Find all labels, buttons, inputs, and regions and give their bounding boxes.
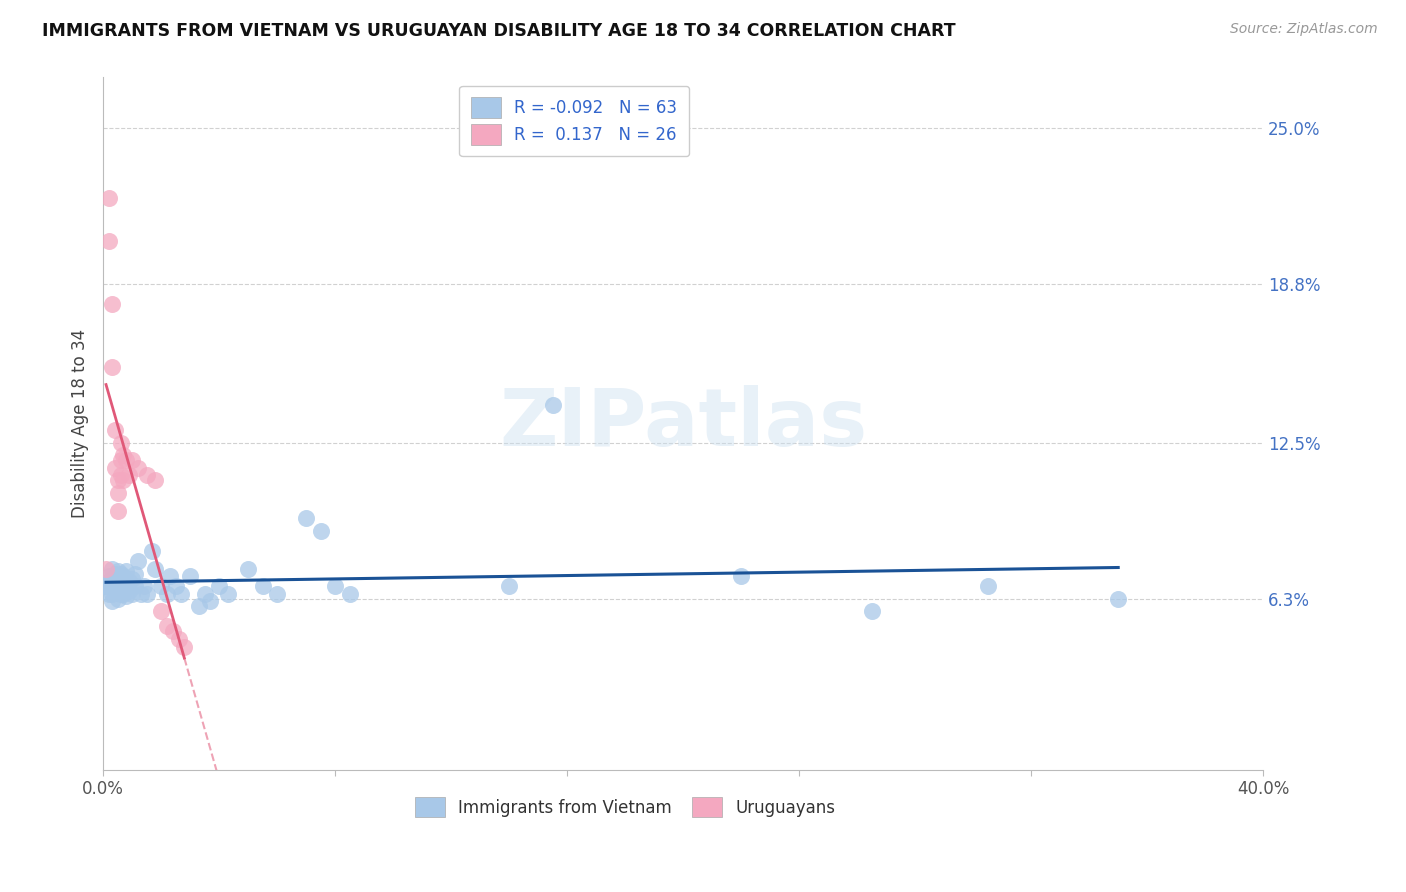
Point [110,435,132,450]
Point [107,574,129,588]
Point [236,561,259,575]
Point [115,589,138,603]
Point [127,554,149,568]
Point [118,584,141,599]
Text: IMMIGRANTS FROM VIETNAM VS URUGUAYAN DISABILITY AGE 18 TO 34 CORRELATION CHART: IMMIGRANTS FROM VIETNAM VS URUGUAYAN DIS… [42,22,956,40]
Point [104,460,127,475]
Point [143,474,166,488]
Point [97,191,120,205]
Text: ZIPatlas: ZIPatlas [499,384,868,463]
Point [110,576,132,591]
Point [101,572,124,586]
Point [101,587,124,601]
Point [132,579,155,593]
Point [541,398,564,412]
Point [173,640,195,654]
Point [107,503,129,517]
Point [94,579,117,593]
Point [107,474,129,488]
Point [266,587,288,601]
Point [187,599,209,614]
Point [200,594,222,608]
Point [860,604,883,618]
Point [124,566,146,581]
Point [135,468,157,483]
Point [129,587,152,601]
Point [107,584,129,599]
Point [104,582,127,596]
Point [976,579,998,593]
Point [107,591,129,606]
Point [101,297,124,311]
Point [150,579,173,593]
Point [121,587,143,601]
Point [110,453,132,467]
Point [339,587,361,601]
Point [101,561,124,575]
Point [107,486,129,500]
Text: Source: ZipAtlas.com: Source: ZipAtlas.com [1230,22,1378,37]
Point [159,569,181,583]
Point [121,572,143,586]
Point [309,524,332,538]
Point [135,587,157,601]
Point [110,468,132,483]
Point [112,474,135,488]
Point [101,359,124,374]
Point [156,619,179,633]
Point [121,453,143,467]
Point [150,604,173,618]
Point [104,566,127,581]
Point [101,594,124,608]
Point [124,579,146,593]
Point [179,569,201,583]
Point [194,587,217,601]
Point [118,574,141,588]
Point [127,460,149,475]
Point [97,234,120,248]
Point [323,579,346,593]
Point [1107,591,1129,606]
Point [112,579,135,593]
Point [107,564,129,578]
Point [170,587,193,601]
Point [208,579,231,593]
Point [104,574,127,588]
Point [101,579,124,593]
Y-axis label: Disability Age 18 to 34: Disability Age 18 to 34 [72,329,89,518]
Point [115,579,138,593]
Point [94,579,117,593]
Point [115,564,138,578]
Point [730,569,752,583]
Point [115,453,138,467]
Point [97,574,120,588]
Point [112,448,135,462]
Point [97,587,120,601]
Point [110,566,132,581]
Point [112,587,135,601]
Point [97,569,120,583]
Point [143,561,166,575]
Point [97,579,120,593]
Point [165,579,187,593]
Point [141,544,163,558]
Point [94,579,117,593]
Point [167,632,190,646]
Point [110,587,132,601]
Point [156,587,179,601]
Point [104,423,127,437]
Legend: Immigrants from Vietnam, Uruguayans: Immigrants from Vietnam, Uruguayans [408,790,842,824]
Point [112,569,135,583]
Point [498,579,520,593]
Point [295,511,318,525]
Point [162,624,184,639]
Point [252,579,274,593]
Point [118,468,141,483]
Point [217,587,239,601]
Point [94,561,117,575]
